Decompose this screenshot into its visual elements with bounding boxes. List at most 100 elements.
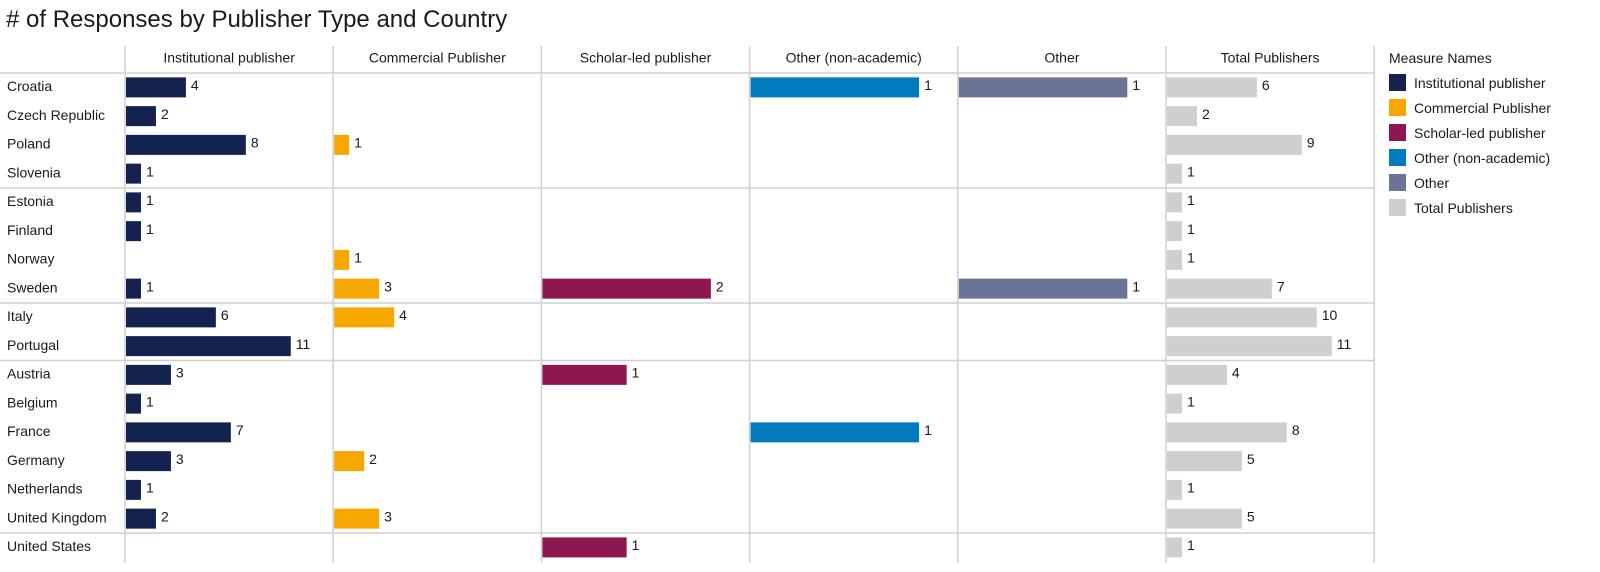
legend-label: Total Publishers — [1414, 199, 1513, 216]
bar[interactable] — [750, 77, 920, 98]
bar[interactable] — [1167, 192, 1182, 213]
chart-title: # of Responses by Publisher Type and Cou… — [6, 6, 508, 33]
legend-title: Measure Names — [1389, 50, 1492, 66]
row-label: Poland — [7, 136, 51, 152]
data-label: 1 — [632, 537, 640, 553]
data-label: 8 — [1292, 422, 1300, 438]
column-header: Total Publishers — [1221, 50, 1320, 66]
data-label: 2 — [369, 451, 377, 467]
legend-label: Commercial Publisher — [1414, 99, 1551, 116]
bar[interactable] — [1167, 508, 1242, 529]
bar[interactable] — [126, 221, 141, 242]
bar[interactable] — [334, 249, 350, 270]
bar[interactable] — [126, 163, 141, 184]
data-label: 5 — [1247, 451, 1255, 467]
bar[interactable] — [1167, 307, 1317, 328]
data-label: 1 — [146, 192, 154, 208]
row-label: Sweden — [7, 279, 58, 295]
data-label: 3 — [384, 508, 392, 524]
data-label: 8 — [251, 135, 259, 151]
legend-label: Scholar-led publisher — [1414, 124, 1546, 141]
row-label: Austria — [7, 366, 51, 382]
bar[interactable] — [334, 451, 365, 472]
bar[interactable] — [1167, 479, 1182, 500]
row-label: Belgium — [7, 394, 58, 410]
bar[interactable] — [542, 537, 627, 558]
data-label: 2 — [161, 508, 169, 524]
bar[interactable] — [1167, 163, 1182, 184]
column-header: Scholar-led publisher — [580, 50, 712, 66]
bar[interactable] — [126, 106, 156, 127]
row-label: United Kingdom — [7, 509, 107, 525]
column-header: Other (non-academic) — [786, 50, 922, 66]
data-label: 11 — [1337, 336, 1352, 352]
data-label: 9 — [1307, 135, 1315, 151]
data-label: 7 — [236, 422, 244, 438]
data-label: 1 — [354, 250, 362, 266]
legend-item[interactable]: Other (non-academic) — [1389, 145, 1551, 170]
legend-item[interactable]: Scholar-led publisher — [1389, 120, 1551, 145]
data-label: 1 — [1132, 278, 1140, 294]
bar[interactable] — [1167, 393, 1182, 414]
bar[interactable] — [126, 479, 141, 500]
column-header: Other — [1044, 50, 1079, 66]
bar[interactable] — [1167, 422, 1287, 443]
bar[interactable] — [126, 364, 171, 385]
bar[interactable] — [334, 278, 380, 299]
data-label: 1 — [1132, 77, 1140, 93]
bar[interactable] — [1167, 537, 1182, 558]
bar[interactable] — [126, 393, 141, 414]
legend-label: Other — [1414, 174, 1450, 191]
row-label: Croatia — [7, 78, 52, 94]
bar[interactable] — [126, 508, 156, 529]
bar[interactable] — [1167, 134, 1302, 155]
bar[interactable] — [1167, 451, 1242, 472]
data-label: 6 — [221, 307, 229, 323]
bar[interactable] — [750, 422, 920, 443]
bar[interactable] — [542, 364, 627, 385]
legend-item[interactable]: Total Publishers — [1389, 195, 1551, 220]
data-label: 1 — [1187, 192, 1195, 208]
row-label: United States — [7, 538, 91, 554]
legend: Measure Names Institutional publisher Com… — [1389, 50, 1551, 220]
bar[interactable] — [334, 508, 380, 529]
bar[interactable] — [542, 278, 711, 299]
column-header: Institutional publisher — [163, 50, 295, 66]
data-label: 1 — [146, 393, 154, 409]
row-label: Netherlands — [7, 481, 83, 497]
bar[interactable] — [126, 451, 171, 472]
bar[interactable] — [958, 278, 1128, 299]
bar[interactable] — [958, 77, 1128, 98]
data-label: 1 — [1187, 163, 1195, 179]
data-label: 2 — [161, 106, 169, 122]
bar[interactable] — [126, 278, 141, 299]
bar[interactable] — [334, 134, 350, 155]
data-label: 4 — [191, 77, 199, 93]
bar[interactable] — [1167, 278, 1272, 299]
bar[interactable] — [1167, 336, 1332, 357]
bar[interactable] — [334, 307, 395, 328]
legend-item[interactable]: Commercial Publisher — [1389, 95, 1551, 120]
legend-swatch — [1389, 124, 1406, 141]
bar[interactable] — [126, 336, 291, 357]
bar[interactable] — [1167, 249, 1182, 270]
bar[interactable] — [126, 192, 141, 213]
data-label: 1 — [924, 77, 932, 93]
bar[interactable] — [126, 134, 246, 155]
row-label: Estonia — [7, 193, 54, 209]
column-header: Commercial Publisher — [369, 50, 506, 66]
bar[interactable] — [1167, 221, 1182, 242]
bar[interactable] — [126, 422, 231, 443]
legend-swatch — [1389, 174, 1406, 191]
bar[interactable] — [1167, 364, 1227, 385]
legend-swatch — [1389, 99, 1406, 116]
bar[interactable] — [126, 77, 186, 98]
data-label: 1 — [924, 422, 932, 438]
legend-label: Institutional publisher — [1414, 74, 1546, 91]
data-label: 5 — [1247, 508, 1255, 524]
bar[interactable] — [126, 307, 216, 328]
bar[interactable] — [1167, 77, 1257, 98]
legend-item[interactable]: Other — [1389, 170, 1551, 195]
bar[interactable] — [1167, 106, 1197, 127]
legend-item[interactable]: Institutional publisher — [1389, 70, 1551, 95]
